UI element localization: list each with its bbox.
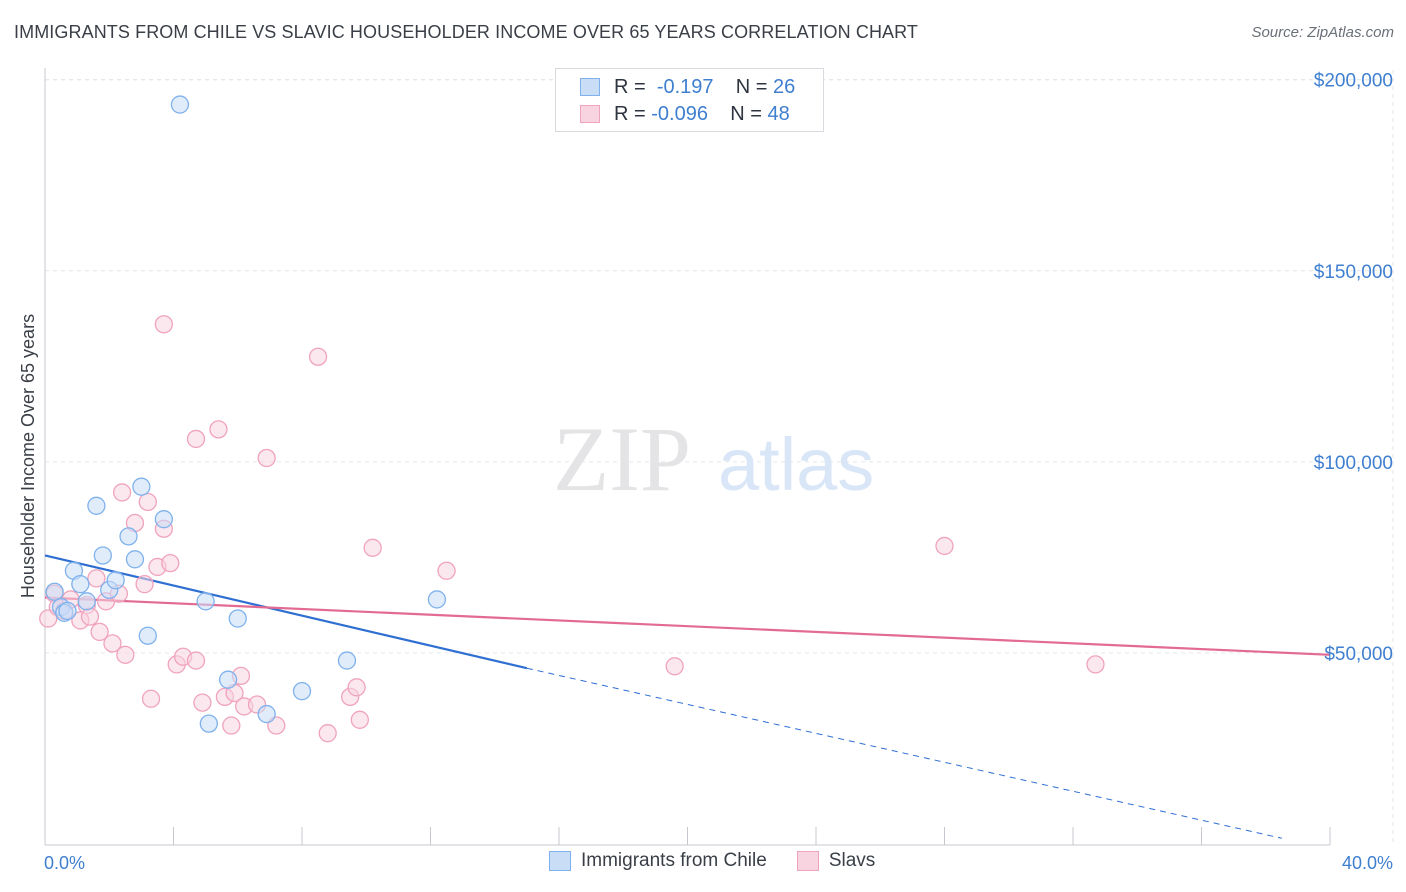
point-slavs [935, 536, 954, 556]
point-chile [45, 582, 64, 601]
point-chile [93, 546, 112, 565]
trend-lines [44, 554, 1331, 839]
point-chile [196, 592, 215, 611]
trend-line-extension [526, 667, 1282, 839]
point-chile [337, 651, 357, 670]
point-slavs [350, 710, 369, 729]
point-chile [154, 510, 174, 529]
trend-line-slavs [44, 596, 1331, 656]
legend-n-label: N = [735, 75, 768, 98]
legend-swatch-chile [549, 851, 571, 871]
point-slavs [112, 483, 132, 502]
legend-label-chile: Immigrants from Chile [581, 850, 767, 871]
point-chile [132, 477, 151, 496]
point-slavs [665, 657, 684, 676]
legend-r-value-slavs: -0.096 [651, 102, 708, 125]
point-slavs [257, 448, 276, 468]
stats-legend: R = -0.197 N = 26 R = -0.096 N = 48 [555, 68, 824, 132]
watermark: ZIP atlas [553, 408, 874, 510]
legend-r-label: R = [614, 102, 646, 125]
axes [44, 68, 1331, 846]
y-tick-label: $150,000 [1314, 262, 1393, 283]
watermark-zip: ZIP [553, 408, 691, 510]
y-tick-label: $200,000 [1314, 71, 1393, 92]
legend-row-slavs: R = -0.096 N = 48 [580, 102, 790, 126]
point-slavs [161, 553, 180, 573]
legend-swatch-chile [580, 78, 600, 96]
legend-item-slavs: Slavs [796, 850, 876, 872]
trend-line-chile [44, 554, 528, 670]
point-slavs [222, 716, 241, 735]
point-chile [119, 527, 138, 546]
point-slavs [209, 420, 228, 439]
legend-n-value-chile: 26 [773, 75, 796, 98]
point-slavs [135, 574, 154, 594]
point-chile [170, 95, 190, 114]
point-chile [138, 626, 157, 645]
point-chile [292, 681, 312, 701]
point-slavs [80, 607, 100, 626]
y-tick-label: $100,000 [1314, 453, 1393, 474]
legend-swatch-slavs [580, 105, 600, 123]
legend-r-label: R = [614, 75, 646, 98]
series-legend: Immigrants from Chile Slavs [549, 850, 905, 872]
legend-row-chile: R = -0.197 N = 26 [580, 75, 795, 99]
legend-swatch-slavs [796, 851, 819, 871]
x-tick-label-min: 0.0% [44, 853, 85, 873]
point-slavs [186, 429, 206, 449]
point-slavs [141, 689, 161, 708]
legend-label-slavs: Slavs [828, 850, 876, 871]
point-slavs [154, 315, 174, 334]
point-chile [218, 670, 238, 689]
point-slavs [318, 724, 337, 743]
point-chile [87, 496, 106, 515]
legend-item-chile: Immigrants from Chile [549, 850, 767, 872]
point-slavs [193, 693, 212, 712]
axis-labels: $50,000 $100,000 $150,000 $200,000 0.0% 40.0%… [18, 71, 1393, 873]
point-slavs [138, 492, 157, 512]
x-tick-label-max: 40.0% [1342, 853, 1393, 873]
point-slavs [363, 538, 382, 557]
point-slavs [103, 634, 122, 653]
point-slavs [437, 561, 456, 580]
point-slavs [308, 347, 328, 366]
point-slavs [186, 651, 206, 670]
point-chile [228, 609, 247, 628]
point-chile [58, 601, 77, 621]
point-chile [71, 574, 90, 594]
watermark-atlas: atlas [718, 423, 874, 506]
legend-r-value-chile: -0.197 [656, 75, 714, 98]
point-slavs [116, 645, 135, 664]
point-chile [77, 592, 96, 611]
point-slavs [347, 678, 366, 697]
point-slavs [87, 569, 106, 588]
legend-n-value-slavs: 48 [767, 102, 790, 125]
point-chile [125, 550, 145, 569]
data-points [39, 95, 1105, 743]
point-chile [427, 590, 447, 609]
y-tick-label: $50,000 [1324, 644, 1393, 665]
point-chile [106, 571, 125, 590]
point-slavs [1086, 655, 1105, 674]
chart-source: Source: ZipAtlas.com [1251, 24, 1394, 41]
point-chile [257, 704, 276, 724]
point-chile [199, 714, 218, 733]
y-axis-label: Householder Income Over 65 years [18, 314, 38, 598]
chart-title: IMMIGRANTS FROM CHILE VS SLAVIC HOUSEHOL… [14, 22, 919, 42]
legend-n-label: N = [730, 102, 762, 125]
point-slavs [90, 622, 109, 642]
